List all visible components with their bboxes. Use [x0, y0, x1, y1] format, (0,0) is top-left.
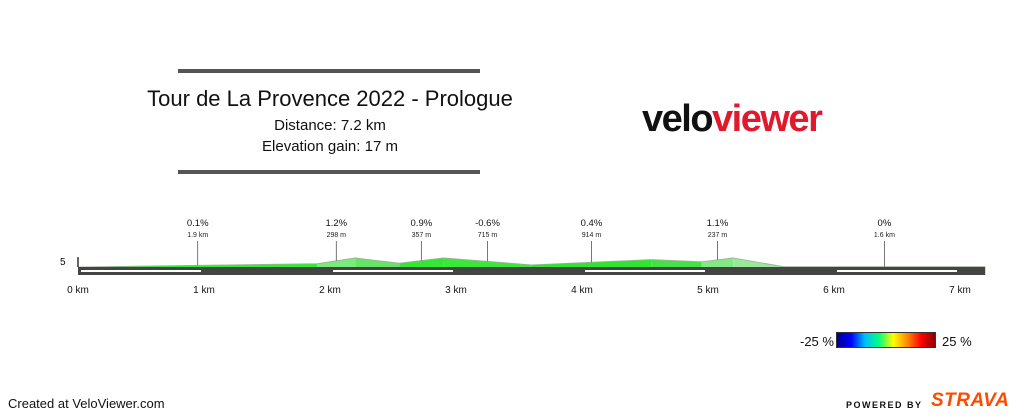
distance-label: Distance: 7.2 km [274, 117, 386, 134]
created-at-label[interactable]: Created at VeloViewer.com [8, 396, 165, 411]
km-stripe-2 [333, 270, 453, 272]
logo-viewer-text: viewer [712, 98, 823, 140]
segment-length-label: 357 m [412, 232, 432, 239]
title-rule-top [178, 69, 480, 73]
distance-base-band [78, 267, 986, 275]
profile-outline [77, 257, 986, 268]
strava-logo: STRAVA [931, 390, 1010, 411]
segment-grade-label: 1.2% [325, 218, 347, 229]
veloviewer-logo: veloviewer [642, 98, 823, 141]
profile-fill-4 [443, 257, 532, 267]
profile-fill-3 [399, 257, 444, 267]
elevation-gain-label: Elevation gain: 17 m [262, 138, 398, 155]
segment-length-label: 237 m [708, 232, 728, 239]
segment-length-label: 1.9 km [187, 232, 208, 239]
x-tick-label: 0 km [67, 285, 89, 296]
segment-length-label: 298 m [327, 232, 347, 239]
gradient-legend-bar [836, 332, 936, 348]
x-tick-label: 6 km [823, 285, 845, 296]
powered-by-label: POWERED BY [846, 400, 923, 410]
profile-fill-1 [317, 257, 356, 267]
x-tick-label: 7 km [949, 285, 971, 296]
elevation-profile-chart: 5 0 km 1 km 2 km 3 km 4 km 5 km 6 km 7 km 0.1% 1.9… [60, 218, 986, 296]
segment-length-label: 914 m [582, 232, 602, 239]
segment-grade-label: 0% [878, 218, 892, 229]
profile-fill-2 [355, 257, 400, 267]
x-tick-label: 5 km [697, 285, 719, 296]
segment-grade-label: 0.1% [187, 218, 209, 229]
segment-length-label: 1.6 km [874, 232, 895, 239]
legend-max-label: 25 % [942, 334, 972, 349]
km-stripe-0 [81, 270, 201, 272]
profile-fill-5 [531, 259, 652, 267]
segment-length-label: 715 m [478, 232, 498, 239]
title-rule-bottom [178, 170, 480, 174]
x-tick-label: 2 km [319, 285, 341, 296]
logo-velo-text: velo [642, 98, 714, 140]
page-title: Tour de La Provence 2022 - Prologue [147, 86, 513, 111]
segment-grade-label: 0.4% [581, 218, 603, 229]
x-tick-label: 1 km [193, 285, 215, 296]
segment-grade-label: 0.9% [411, 218, 433, 229]
km-stripe-6 [837, 270, 957, 272]
segment-grade-label: -0.6% [475, 218, 500, 229]
legend-min-label: -25 % [800, 334, 834, 349]
x-tick-label: 4 km [571, 285, 593, 296]
y-tick-label: 5 [60, 257, 66, 268]
profile-fill-7 [701, 257, 734, 267]
km-stripe-4 [585, 270, 705, 272]
segment-grade-label: 1.1% [707, 218, 729, 229]
x-tick-label: 3 km [445, 285, 467, 296]
